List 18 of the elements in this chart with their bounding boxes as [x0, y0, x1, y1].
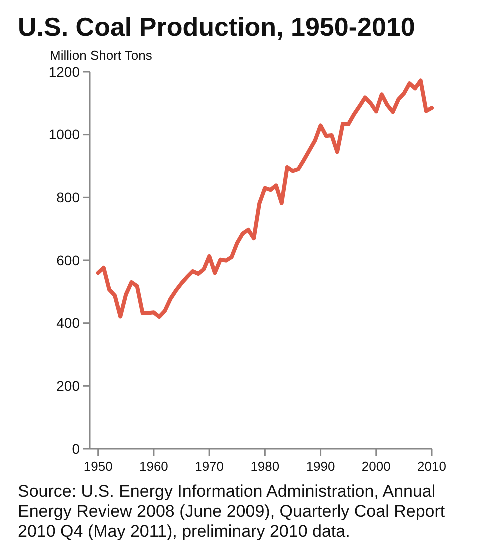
x-tick-label: 1950 — [84, 459, 113, 474]
x-tick-label: 2000 — [362, 459, 391, 474]
y-tick-label: 1200 — [48, 64, 80, 80]
y-tick-label: 800 — [56, 190, 80, 206]
source-note: Source: U.S. Energy Information Administration, Annual Energy Review 2008 (June 2009), Quarterly Coal Report 2010 Q4 (May 2011), preliminary 2010 data. — [18, 482, 446, 541]
y-tick-label: 1000 — [48, 126, 80, 143]
x-tick-label: 2010 — [418, 459, 446, 474]
y-tick-label: 0 — [72, 440, 80, 457]
x-tick-label: 1980 — [250, 459, 280, 474]
y-tick-label: 600 — [56, 252, 80, 268]
chart-title: U.S. Coal Production, 1950-2010 — [18, 12, 416, 42]
line-series — [96, 78, 434, 320]
y-tick-label: 200 — [56, 378, 80, 394]
y-tick-label: 400 — [56, 315, 80, 332]
y-axis-title: Million Short Tons — [50, 48, 153, 63]
x-tick-label: 1960 — [139, 459, 168, 474]
x-tick-label: 1990 — [306, 459, 336, 474]
x-tick-label: 1970 — [195, 459, 224, 474]
